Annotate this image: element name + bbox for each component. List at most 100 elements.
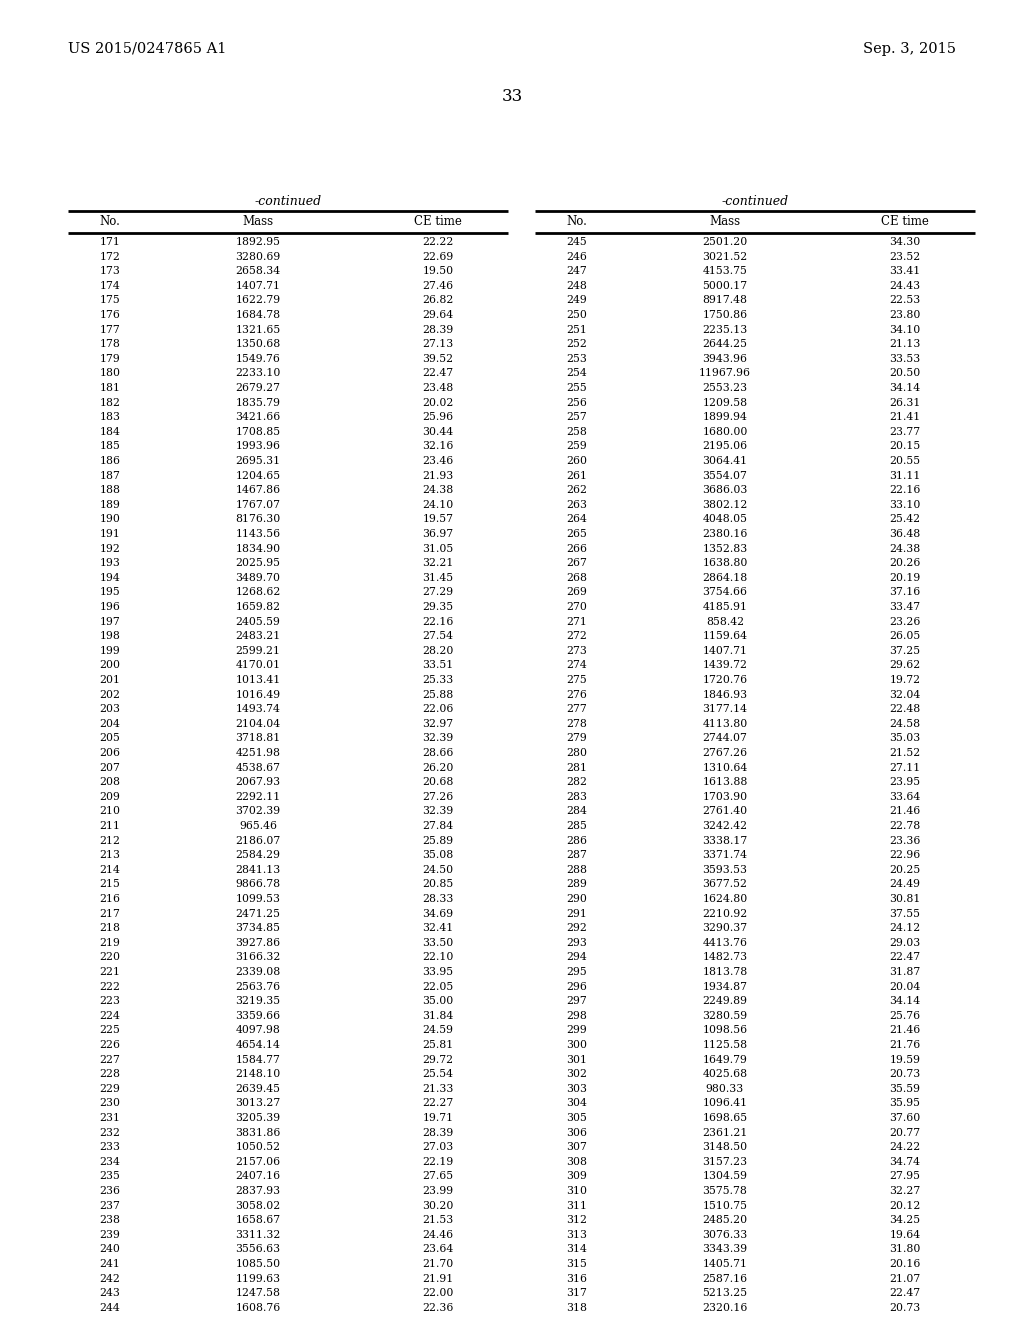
Text: 265: 265	[566, 529, 588, 539]
Text: 3280.59: 3280.59	[702, 1011, 748, 1020]
Text: 309: 309	[566, 1171, 588, 1181]
Text: 224: 224	[99, 1011, 121, 1020]
Text: 965.46: 965.46	[239, 821, 278, 832]
Text: 1350.68: 1350.68	[236, 339, 281, 350]
Text: 250: 250	[566, 310, 588, 319]
Text: 5213.25: 5213.25	[702, 1288, 748, 1298]
Text: 28.33: 28.33	[422, 894, 454, 904]
Text: 188: 188	[99, 486, 121, 495]
Text: 20.16: 20.16	[889, 1259, 921, 1269]
Text: 217: 217	[99, 908, 121, 919]
Text: 259: 259	[566, 441, 588, 451]
Text: 21.07: 21.07	[890, 1274, 921, 1283]
Text: 22.78: 22.78	[890, 821, 921, 832]
Text: 231: 231	[99, 1113, 121, 1123]
Text: 22.00: 22.00	[422, 1288, 454, 1298]
Text: 30.81: 30.81	[889, 894, 921, 904]
Text: 27.26: 27.26	[422, 792, 454, 801]
Text: 3157.23: 3157.23	[702, 1156, 748, 1167]
Text: 3575.78: 3575.78	[702, 1185, 748, 1196]
Text: 232: 232	[99, 1127, 121, 1138]
Text: 22.69: 22.69	[422, 252, 454, 261]
Text: CE time: CE time	[881, 215, 929, 228]
Text: 20.68: 20.68	[422, 777, 454, 787]
Text: 4538.67: 4538.67	[236, 763, 281, 772]
Text: 23.77: 23.77	[890, 426, 921, 437]
Text: 2841.13: 2841.13	[236, 865, 281, 875]
Text: 189: 189	[99, 500, 121, 510]
Text: 303: 303	[566, 1084, 588, 1094]
Text: 1098.56: 1098.56	[702, 1026, 748, 1035]
Text: 218: 218	[99, 923, 121, 933]
Text: 3754.66: 3754.66	[702, 587, 748, 598]
Text: 1658.67: 1658.67	[236, 1216, 281, 1225]
Text: 35.59: 35.59	[890, 1084, 921, 1094]
Text: 237: 237	[99, 1201, 121, 1210]
Text: 36.48: 36.48	[890, 529, 921, 539]
Text: 24.50: 24.50	[423, 865, 454, 875]
Text: 179: 179	[99, 354, 121, 364]
Text: 31.87: 31.87	[890, 968, 921, 977]
Text: 206: 206	[99, 748, 121, 758]
Text: 281: 281	[566, 763, 588, 772]
Text: 184: 184	[99, 426, 121, 437]
Text: 2485.20: 2485.20	[702, 1216, 748, 1225]
Text: 29.64: 29.64	[423, 310, 454, 319]
Text: 1321.65: 1321.65	[236, 325, 281, 334]
Text: 214: 214	[99, 865, 121, 875]
Text: 21.76: 21.76	[890, 1040, 921, 1049]
Text: 209: 209	[99, 792, 121, 801]
Text: 269: 269	[566, 587, 588, 598]
Text: 295: 295	[566, 968, 588, 977]
Text: 34.25: 34.25	[890, 1216, 921, 1225]
Text: 24.49: 24.49	[890, 879, 921, 890]
Text: 186: 186	[99, 455, 121, 466]
Text: 3338.17: 3338.17	[702, 836, 748, 846]
Text: 181: 181	[99, 383, 121, 393]
Text: 27.65: 27.65	[423, 1171, 454, 1181]
Text: 2501.20: 2501.20	[702, 238, 748, 247]
Text: 1467.86: 1467.86	[236, 486, 281, 495]
Text: 35.08: 35.08	[422, 850, 454, 861]
Text: 22.96: 22.96	[890, 850, 921, 861]
Text: 1649.79: 1649.79	[702, 1055, 748, 1065]
Text: 276: 276	[566, 689, 588, 700]
Text: 2292.11: 2292.11	[236, 792, 281, 801]
Text: 277: 277	[566, 704, 588, 714]
Text: 260: 260	[566, 455, 588, 466]
Text: 288: 288	[566, 865, 588, 875]
Text: 177: 177	[99, 325, 121, 334]
Text: 222: 222	[99, 982, 121, 991]
Text: 24.59: 24.59	[423, 1026, 454, 1035]
Text: 22.19: 22.19	[422, 1156, 454, 1167]
Text: 1899.94: 1899.94	[702, 412, 748, 422]
Text: 24.38: 24.38	[422, 486, 454, 495]
Text: 21.91: 21.91	[422, 1274, 454, 1283]
Text: 313: 313	[566, 1230, 588, 1239]
Text: 238: 238	[99, 1216, 121, 1225]
Text: 3219.35: 3219.35	[236, 997, 281, 1006]
Text: 2584.29: 2584.29	[236, 850, 281, 861]
Text: 279: 279	[566, 734, 588, 743]
Text: 19.72: 19.72	[890, 675, 921, 685]
Text: 266: 266	[566, 544, 588, 553]
Text: 1304.59: 1304.59	[702, 1171, 748, 1181]
Text: 3311.32: 3311.32	[236, 1230, 281, 1239]
Text: 24.10: 24.10	[422, 500, 454, 510]
Text: 256: 256	[566, 397, 588, 408]
Text: 2233.10: 2233.10	[236, 368, 281, 379]
Text: 24.58: 24.58	[890, 719, 921, 729]
Text: 1684.78: 1684.78	[236, 310, 281, 319]
Text: 22.47: 22.47	[423, 368, 454, 379]
Text: 21.13: 21.13	[889, 339, 921, 350]
Text: 26.05: 26.05	[890, 631, 921, 642]
Text: 2639.45: 2639.45	[236, 1084, 281, 1094]
Text: 22.22: 22.22	[422, 238, 454, 247]
Text: 1085.50: 1085.50	[236, 1259, 281, 1269]
Text: 2320.16: 2320.16	[702, 1303, 748, 1313]
Text: 3013.27: 3013.27	[236, 1098, 281, 1109]
Text: 195: 195	[99, 587, 121, 598]
Text: 2644.25: 2644.25	[702, 339, 748, 350]
Text: 2761.40: 2761.40	[702, 807, 748, 816]
Text: 31.80: 31.80	[889, 1245, 921, 1254]
